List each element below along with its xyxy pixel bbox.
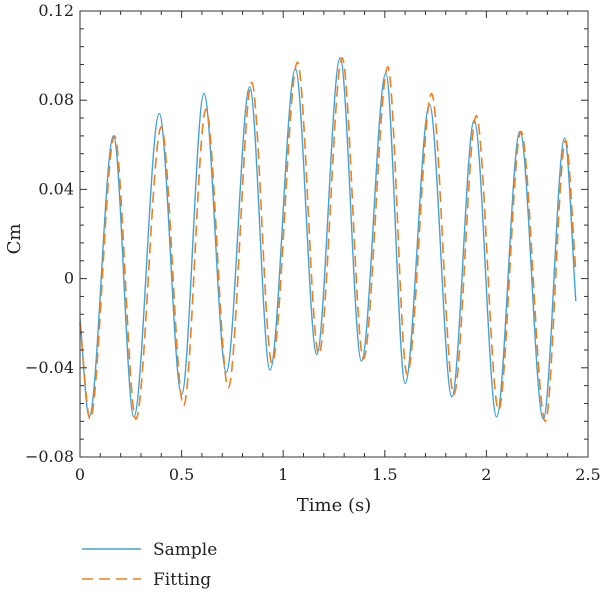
x-axis-title: Time (s) — [297, 495, 372, 516]
plot-area — [79, 57, 577, 423]
y-axis-title: Cm — [4, 224, 25, 255]
y-tick-label: 0.08 — [38, 90, 74, 109]
x-tick-label: 1.5 — [372, 465, 397, 484]
y-tick-label: 0 — [64, 269, 74, 288]
legend-label-fitting: Fitting — [153, 570, 211, 590]
series-line-sample — [79, 57, 577, 420]
series-line-fitting — [79, 57, 577, 423]
x-tick-label: 2.5 — [575, 465, 600, 484]
y-tick-label: −0.08 — [25, 447, 74, 466]
x-tick-label: 2 — [481, 465, 491, 484]
plot-frame — [79, 10, 589, 458]
legend-label-sample: Sample — [153, 540, 217, 560]
y-tick-label: −0.04 — [25, 358, 74, 377]
x-tick-label: 0 — [75, 465, 85, 484]
y-tick-label: 0.04 — [38, 179, 74, 198]
x-tick-label: 1 — [278, 465, 288, 484]
legend: Sample Fitting — [82, 540, 217, 590]
x-tick-label: 0.5 — [169, 465, 194, 484]
axes: 0 0.5 1 1.5 2 2.5 −0.08 −0.04 0 0.04 0.08 0.12 — [25, 1, 600, 484]
y-tick-label: 0.12 — [38, 1, 74, 20]
